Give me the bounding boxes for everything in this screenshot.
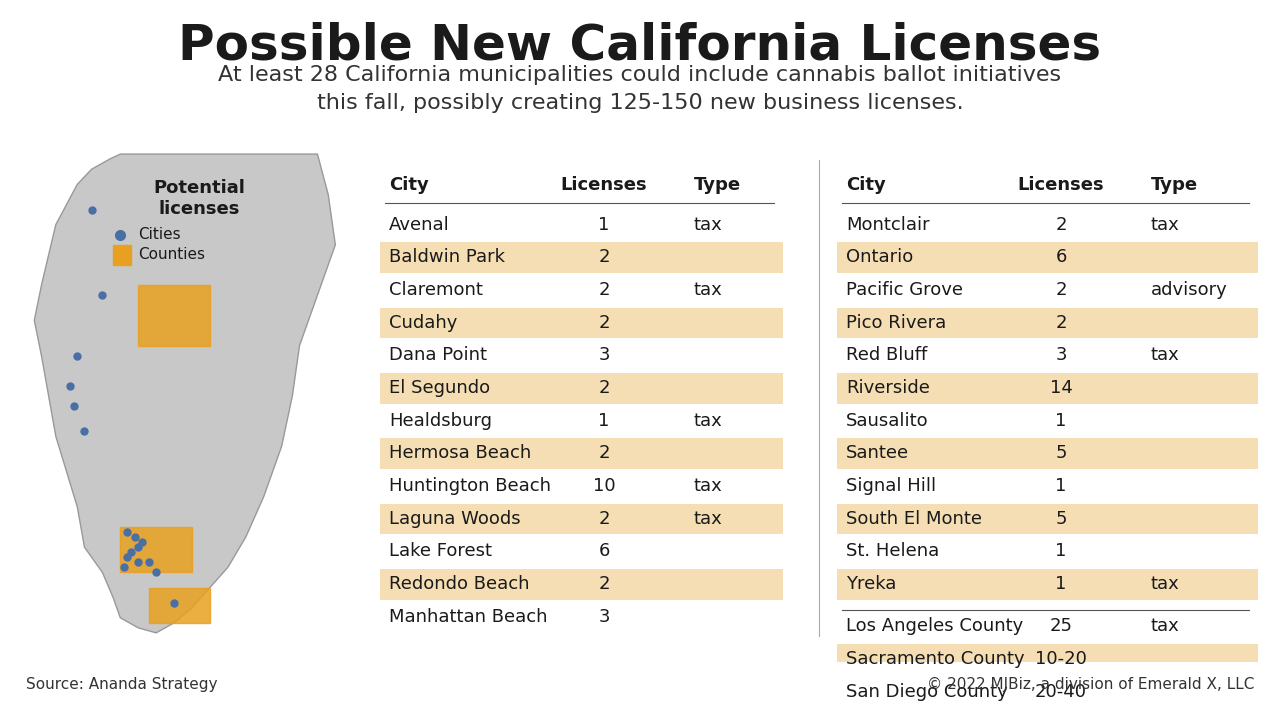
Text: Baldwin Park: Baldwin Park (389, 248, 506, 266)
FancyBboxPatch shape (837, 307, 1258, 338)
Text: 1: 1 (1056, 575, 1066, 593)
Text: Yreka: Yreka (846, 575, 896, 593)
FancyBboxPatch shape (380, 307, 783, 338)
FancyBboxPatch shape (380, 243, 783, 273)
Text: Possible New California Licenses: Possible New California Licenses (178, 22, 1102, 70)
Text: tax: tax (694, 216, 722, 234)
Text: Redondo Beach: Redondo Beach (389, 575, 530, 593)
Text: 6: 6 (599, 542, 609, 560)
FancyBboxPatch shape (837, 569, 1258, 600)
Text: tax: tax (1151, 346, 1179, 364)
Text: Licenses: Licenses (561, 176, 648, 194)
Text: Manhattan Beach: Manhattan Beach (389, 608, 548, 626)
Text: 6: 6 (1056, 248, 1066, 266)
Text: © 2022 MJBiz, a division of Emerald X, LLC: © 2022 MJBiz, a division of Emerald X, L… (927, 677, 1254, 691)
Text: Riverside: Riverside (846, 379, 931, 397)
Text: Type: Type (694, 176, 741, 194)
FancyBboxPatch shape (380, 569, 783, 600)
FancyBboxPatch shape (837, 438, 1258, 469)
Polygon shape (138, 285, 210, 346)
Text: Signal Hill: Signal Hill (846, 477, 936, 495)
Text: At least 28 California municipalities could include cannabis ballot initiatives
: At least 28 California municipalities co… (219, 66, 1061, 113)
Text: tax: tax (694, 477, 722, 495)
Text: Licenses: Licenses (1018, 176, 1105, 194)
Text: tax: tax (1151, 617, 1179, 635)
Text: Source: Ananda Strategy: Source: Ananda Strategy (26, 677, 218, 691)
Text: Cudahy: Cudahy (389, 314, 457, 332)
Text: 2: 2 (599, 575, 609, 593)
Text: Huntington Beach: Huntington Beach (389, 477, 552, 495)
Polygon shape (120, 527, 192, 572)
Text: San Diego County: San Diego County (846, 683, 1007, 701)
Text: Laguna Woods: Laguna Woods (389, 510, 521, 528)
Text: Type: Type (1151, 176, 1198, 194)
Text: Red Bluff: Red Bluff (846, 346, 927, 364)
FancyBboxPatch shape (380, 373, 783, 404)
Text: 2: 2 (1056, 281, 1066, 299)
Text: Cities: Cities (138, 228, 180, 242)
Text: 14: 14 (1050, 379, 1073, 397)
Text: 1: 1 (1056, 542, 1066, 560)
Text: Avenal: Avenal (389, 216, 449, 234)
FancyBboxPatch shape (113, 245, 131, 265)
Text: 5: 5 (1056, 444, 1066, 462)
Text: Sacramento County: Sacramento County (846, 650, 1025, 668)
Text: tax: tax (694, 412, 722, 430)
Text: Lake Forest: Lake Forest (389, 542, 492, 560)
Text: Los Angeles County: Los Angeles County (846, 617, 1023, 635)
Text: Montclair: Montclair (846, 216, 929, 234)
Text: 1: 1 (1056, 477, 1066, 495)
Text: 20-40: 20-40 (1036, 683, 1087, 701)
Text: City: City (389, 176, 429, 194)
Text: 3: 3 (599, 346, 609, 364)
Text: 2: 2 (599, 248, 609, 266)
Polygon shape (35, 154, 335, 633)
Text: 3: 3 (599, 608, 609, 626)
Text: 2: 2 (599, 281, 609, 299)
Text: Dana Point: Dana Point (389, 346, 488, 364)
Text: 1: 1 (599, 216, 609, 234)
FancyBboxPatch shape (837, 503, 1258, 534)
Text: El Segundo: El Segundo (389, 379, 490, 397)
Text: 1: 1 (599, 412, 609, 430)
Polygon shape (148, 588, 210, 623)
Text: Santee: Santee (846, 444, 909, 462)
Text: 25: 25 (1050, 617, 1073, 635)
Text: 2: 2 (599, 379, 609, 397)
Text: 2: 2 (599, 510, 609, 528)
Text: Ontario: Ontario (846, 248, 914, 266)
Text: 1: 1 (1056, 412, 1066, 430)
FancyBboxPatch shape (837, 644, 1258, 675)
Text: City: City (846, 176, 886, 194)
Text: 10-20: 10-20 (1036, 650, 1087, 668)
Text: Sausalito: Sausalito (846, 412, 929, 430)
Text: advisory: advisory (1151, 281, 1228, 299)
Text: Potential
licenses: Potential licenses (154, 179, 244, 218)
Text: 2: 2 (599, 314, 609, 332)
Text: tax: tax (1151, 575, 1179, 593)
FancyBboxPatch shape (837, 243, 1258, 273)
Text: 5: 5 (1056, 510, 1066, 528)
Text: Pacific Grove: Pacific Grove (846, 281, 963, 299)
Text: Pico Rivera: Pico Rivera (846, 314, 946, 332)
Text: 10: 10 (593, 477, 616, 495)
Text: Claremont: Claremont (389, 281, 483, 299)
Text: tax: tax (694, 510, 722, 528)
FancyBboxPatch shape (380, 503, 783, 534)
Text: Healdsburg: Healdsburg (389, 412, 492, 430)
Text: St. Helena: St. Helena (846, 542, 940, 560)
Text: Counties: Counties (138, 248, 205, 262)
FancyBboxPatch shape (837, 373, 1258, 404)
Text: 2: 2 (1056, 314, 1066, 332)
Text: 2: 2 (599, 444, 609, 462)
Text: South El Monte: South El Monte (846, 510, 982, 528)
Text: 2: 2 (1056, 216, 1066, 234)
Text: 3: 3 (1056, 346, 1066, 364)
Text: tax: tax (1151, 216, 1179, 234)
Text: Hermosa Beach: Hermosa Beach (389, 444, 531, 462)
FancyBboxPatch shape (380, 438, 783, 469)
Text: tax: tax (694, 281, 722, 299)
